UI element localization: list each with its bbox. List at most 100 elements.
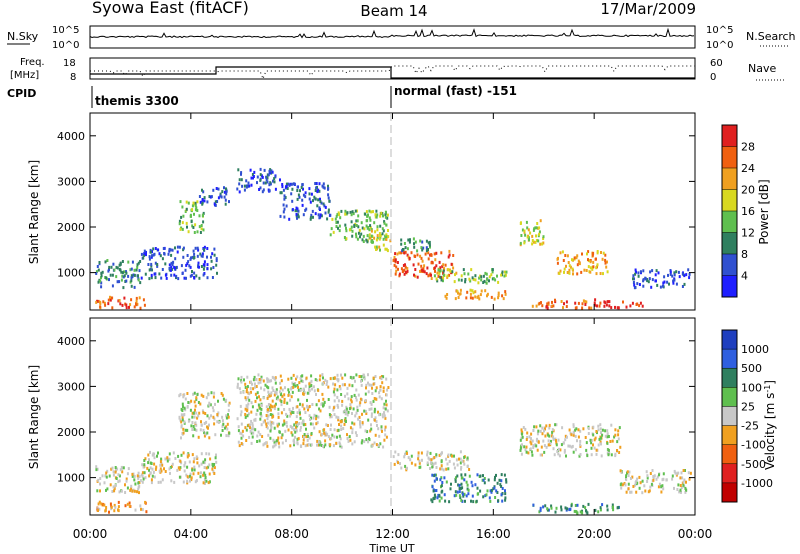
- echo-cell: [464, 499, 466, 503]
- echo-cell: [131, 472, 134, 476]
- echo-cell: [299, 402, 301, 406]
- echo-cell: [324, 378, 327, 382]
- echo-cell: [371, 392, 374, 395]
- colorbar-tick-label: -1000: [741, 477, 773, 490]
- echo-cell: [185, 276, 187, 280]
- echo-cell: [163, 467, 165, 471]
- echo-cell: [192, 249, 195, 253]
- echo-cell: [215, 187, 218, 190]
- echo-cell: [281, 388, 284, 392]
- echo-cell: [659, 285, 662, 289]
- echo-cell: [406, 267, 409, 270]
- echo-cell: [104, 260, 107, 264]
- echo-cell: [259, 186, 262, 190]
- echo-cell: [435, 473, 437, 477]
- echo-cell: [150, 481, 153, 485]
- echo-cell: [277, 441, 280, 445]
- echo-cell: [190, 476, 193, 480]
- echo-cell: [195, 423, 198, 427]
- echo-cell: [678, 275, 681, 279]
- echo-cell: [275, 390, 278, 394]
- echo-cell: [519, 446, 522, 450]
- echo-cell: [103, 503, 106, 507]
- echo-cell: [225, 416, 228, 420]
- echo-cell: [373, 418, 376, 422]
- echo-cell: [240, 422, 243, 426]
- echo-cell: [299, 428, 302, 432]
- echo-cell: [360, 221, 363, 225]
- nave-label: Nave: [748, 62, 776, 75]
- echo-cell: [279, 191, 282, 195]
- echo-cell: [685, 480, 687, 484]
- echo-cell: [237, 377, 240, 381]
- echo-cell: [187, 201, 190, 205]
- echo-cell: [421, 259, 424, 263]
- echo-cell: [607, 453, 610, 457]
- echo-cell: [122, 466, 125, 470]
- echo-cell: [239, 431, 242, 435]
- echo-cell: [264, 383, 267, 387]
- echo-cell: [330, 437, 333, 440]
- echo-cell: [345, 229, 348, 233]
- echo-cell: [180, 420, 183, 424]
- echo-cell: [642, 269, 645, 273]
- echo-cell: [682, 483, 685, 487]
- echo-cell: [206, 247, 209, 250]
- echo-cell: [577, 428, 580, 432]
- echo-cell: [350, 398, 353, 402]
- echo-cell: [193, 427, 196, 431]
- echo-cell: [317, 399, 320, 403]
- echo-cell: [189, 274, 192, 278]
- echo-cell: [436, 496, 439, 500]
- echo-cell: [488, 279, 490, 283]
- echo-cell: [455, 476, 457, 480]
- echo-cell: [456, 474, 459, 478]
- colorbar-segment: [722, 463, 737, 484]
- echo-cell: [504, 273, 507, 277]
- echo-cell: [292, 385, 295, 389]
- echo-cell: [164, 262, 167, 266]
- echo-cell: [348, 228, 351, 232]
- echo-cell: [459, 457, 462, 461]
- colorbar-segment: [722, 146, 737, 169]
- echo-cell: [159, 480, 162, 484]
- echo-cell: [297, 213, 300, 217]
- echo-cell: [196, 416, 199, 420]
- echo-cell: [425, 272, 428, 276]
- echo-cell: [341, 403, 344, 407]
- echo-cell: [274, 390, 277, 394]
- echo-cell: [274, 443, 277, 447]
- echo-cell: [606, 260, 608, 264]
- echo-cell: [169, 471, 171, 475]
- echo-cell: [179, 227, 182, 231]
- echo-cell: [191, 421, 194, 424]
- echo-cell: [593, 301, 596, 305]
- echo-cell: [300, 186, 303, 189]
- echo-cell: [181, 415, 184, 419]
- echo-cell: [382, 375, 385, 379]
- echo-cell: [296, 185, 299, 189]
- echo-cell: [440, 278, 443, 282]
- echo-cell: [251, 427, 254, 431]
- echo-cell: [434, 269, 436, 273]
- echo-cell: [584, 300, 587, 304]
- echo-cell: [446, 462, 449, 466]
- echo-cell: [356, 219, 359, 223]
- echo-cell: [579, 439, 582, 443]
- echo-cell: [322, 404, 324, 408]
- echo-cell: [337, 399, 340, 403]
- echo-cell: [632, 281, 635, 284]
- echo-cell: [211, 252, 214, 256]
- echo-cell: [319, 374, 322, 378]
- echo-cell: [627, 487, 630, 491]
- echo-cell: [353, 225, 356, 228]
- echo-cell: [150, 478, 153, 482]
- echo-cell: [247, 396, 250, 400]
- echo-cell: [337, 418, 340, 422]
- echo-cell: [299, 389, 302, 392]
- echo-cell: [491, 270, 494, 274]
- echo-cell: [439, 467, 442, 471]
- echo-cell: [520, 234, 523, 237]
- echo-cell: [376, 225, 379, 229]
- echo-cell: [137, 278, 140, 282]
